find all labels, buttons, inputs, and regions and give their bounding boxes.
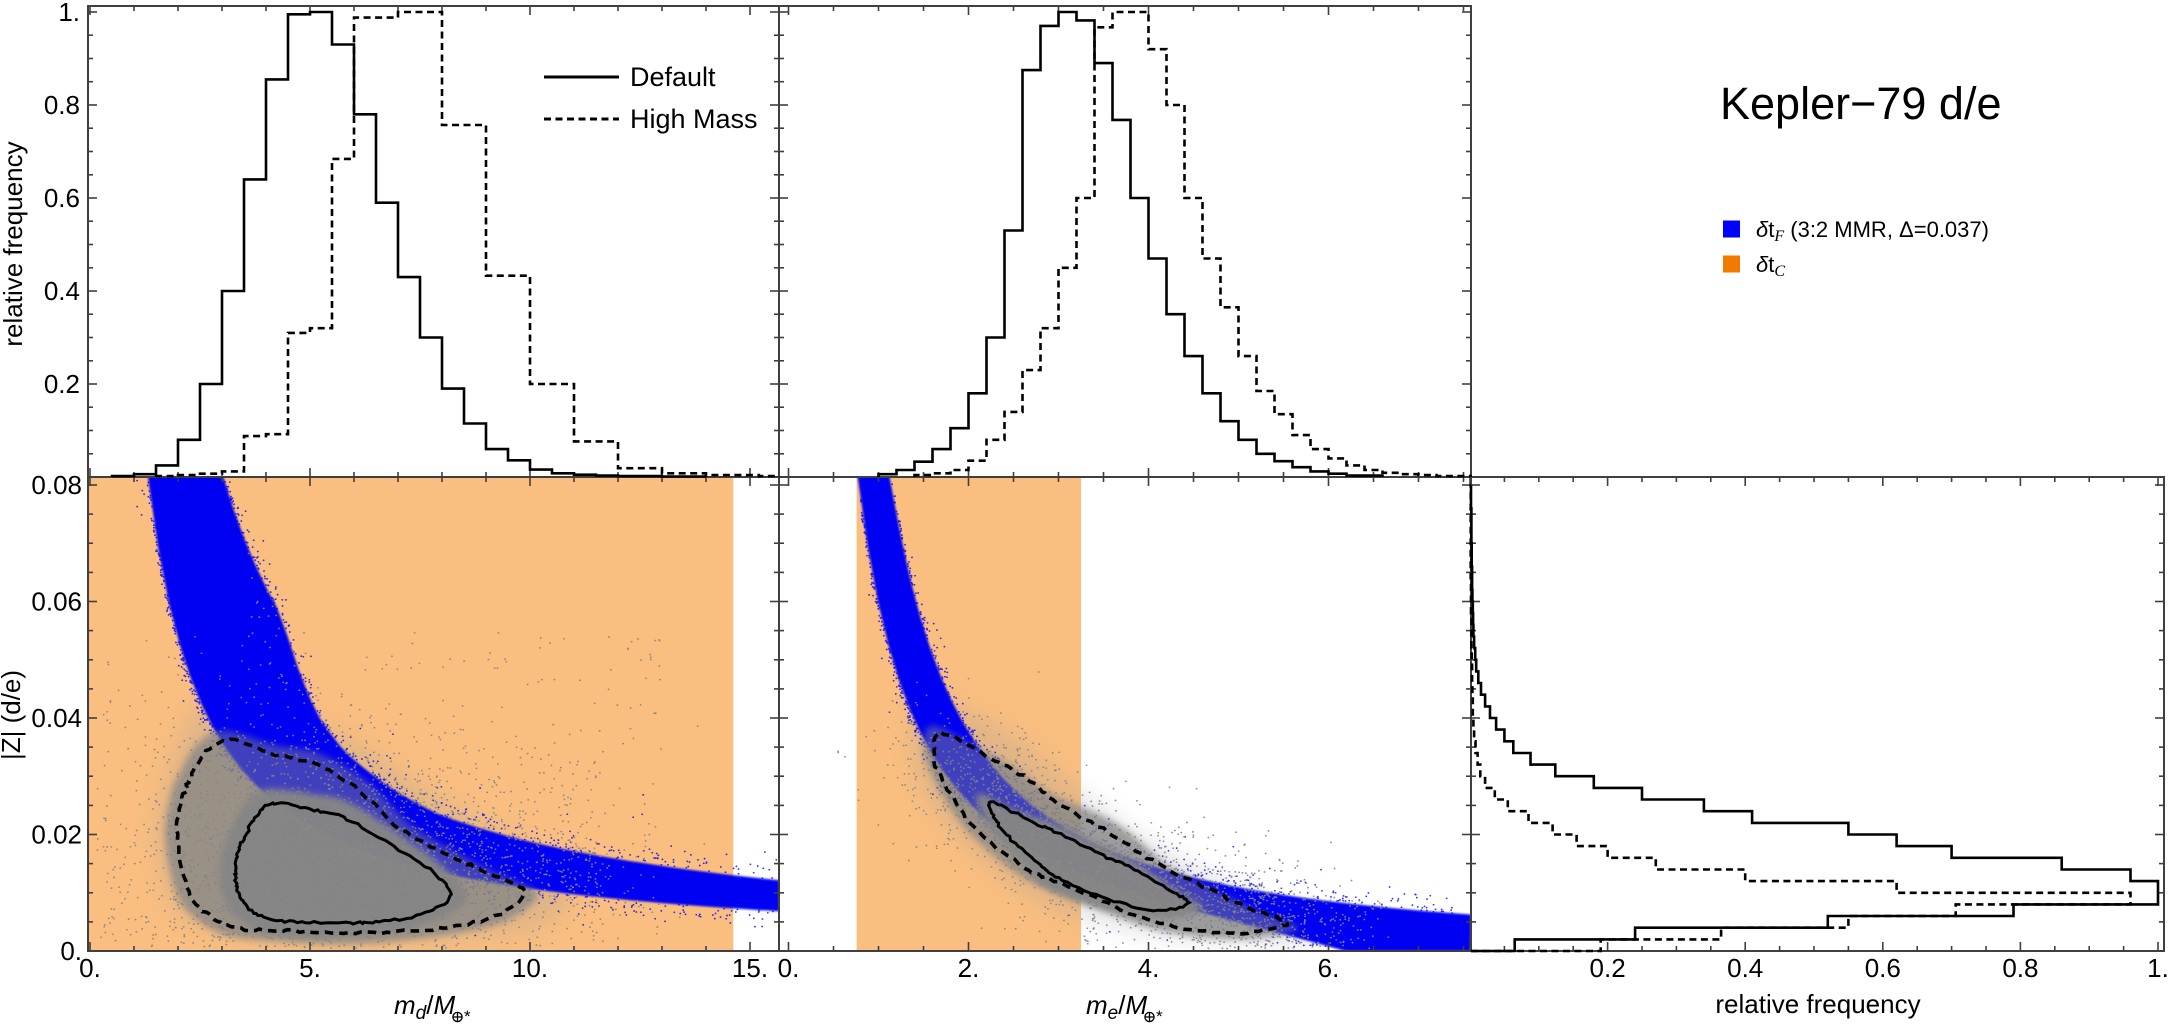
svg-text:5.: 5. bbox=[299, 953, 321, 983]
svg-text:0.08: 0.08 bbox=[31, 470, 82, 500]
svg-text:0.2: 0.2 bbox=[44, 369, 80, 399]
svg-text:*: * bbox=[1156, 1007, 1163, 1026]
svg-text:0.2: 0.2 bbox=[1590, 953, 1626, 983]
svg-text:1.: 1. bbox=[2147, 953, 2169, 983]
svg-text:δtF (3:2 MMR, Δ=0.037): δtF (3:2 MMR, Δ=0.037) bbox=[1756, 217, 1989, 245]
svg-text:4.: 4. bbox=[1138, 953, 1160, 983]
svg-text:md/M: md/M bbox=[394, 990, 455, 1024]
svg-text:0.4: 0.4 bbox=[1727, 953, 1763, 983]
svg-text:0.04: 0.04 bbox=[31, 703, 82, 733]
svg-text:0.6: 0.6 bbox=[1865, 953, 1901, 983]
svg-text:0.8: 0.8 bbox=[2002, 953, 2038, 983]
svg-text:0.6: 0.6 bbox=[44, 183, 80, 213]
svg-text:1.: 1. bbox=[58, 0, 80, 27]
svg-text:relative frequency: relative frequency bbox=[0, 141, 28, 346]
svg-text:2.: 2. bbox=[958, 953, 980, 983]
svg-text:Kepler−79 d/e: Kepler−79 d/e bbox=[1720, 78, 2001, 129]
svg-text:0.06: 0.06 bbox=[31, 587, 82, 617]
svg-text:0.8: 0.8 bbox=[44, 90, 80, 120]
svg-text:6.: 6. bbox=[1318, 953, 1340, 983]
svg-text:0.: 0. bbox=[79, 953, 101, 983]
svg-text:0.: 0. bbox=[60, 936, 82, 966]
svg-text:High Mass: High Mass bbox=[630, 104, 758, 134]
svg-text:|Z| (d/e): |Z| (d/e) bbox=[0, 670, 26, 760]
svg-text:relative frequency: relative frequency bbox=[1715, 989, 1920, 1019]
svg-text:Default: Default bbox=[630, 62, 716, 92]
svg-text:15.: 15. bbox=[732, 953, 768, 983]
svg-text:0.02: 0.02 bbox=[31, 820, 82, 850]
svg-text:0.: 0. bbox=[778, 953, 800, 983]
svg-text:0.4: 0.4 bbox=[44, 276, 80, 306]
svg-text:*: * bbox=[464, 1007, 471, 1026]
svg-text:10.: 10. bbox=[512, 953, 548, 983]
